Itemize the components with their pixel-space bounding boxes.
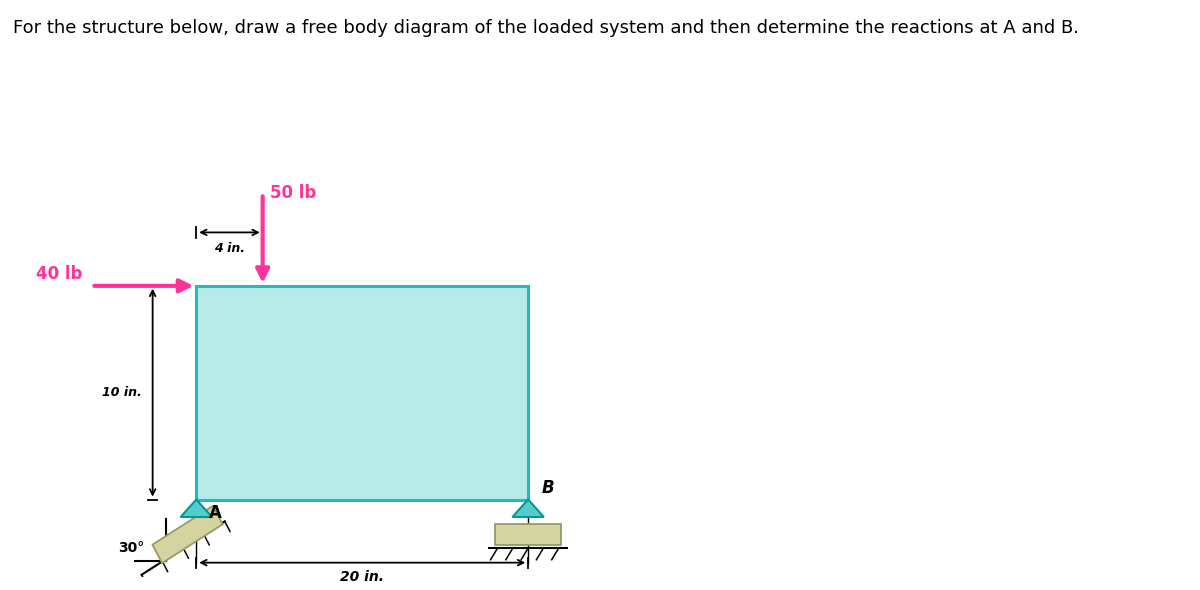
Text: 30°: 30° [118,541,144,555]
Text: 50 lb: 50 lb [270,184,316,202]
Text: 20 in.: 20 in. [341,571,384,585]
Text: 40 lb: 40 lb [36,265,83,283]
Bar [152,506,223,563]
Polygon shape [180,500,212,517]
Polygon shape [512,500,544,517]
Text: A: A [209,504,222,522]
Bar [197,286,528,500]
Text: 10 in.: 10 in. [102,386,142,399]
Text: 4 in.: 4 in. [214,242,245,255]
Bar [496,524,560,545]
Text: For the structure below, draw a free body diagram of the loaded system and then : For the structure below, draw a free bod… [13,19,1079,37]
Text: B: B [541,478,554,497]
